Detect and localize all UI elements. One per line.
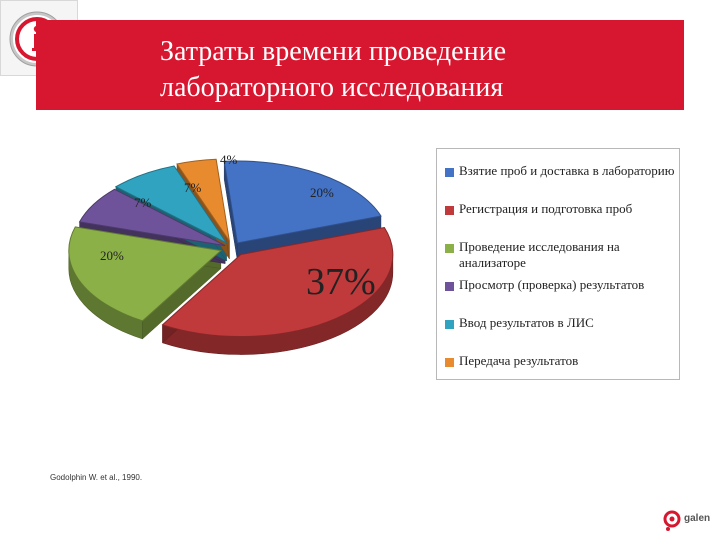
legend-label: Регистрация и подготовка проб — [459, 201, 633, 216]
pie-slice-label: 37% — [306, 261, 376, 303]
page-title-line-1: Затраты времени проведение — [160, 36, 506, 67]
pie-slice — [114, 165, 227, 244]
chart-legend: Взятие проб и доставка в лабораторию Реги… — [436, 148, 680, 380]
legend-swatch — [445, 168, 454, 177]
pie-slice-label: 7% — [184, 180, 202, 195]
legend-swatch — [445, 320, 454, 329]
galen-logo-text: galen — [684, 513, 711, 524]
galen-logo-icon — [663, 510, 681, 531]
pie-slice — [223, 160, 382, 244]
legend-label: Проведение исследования на анализаторе — [459, 239, 620, 270]
pie-slice-label: 20% — [100, 248, 124, 263]
legend-swatch — [445, 206, 454, 215]
pie-slice-label: 7% — [134, 195, 152, 210]
pie-slice — [68, 226, 222, 322]
pie-slice-label: 4% — [220, 152, 238, 167]
legend-label: Взятие проб и доставка в лабораторию — [459, 163, 675, 178]
pie-slice — [161, 226, 394, 338]
legend-label: Передача результатов — [459, 353, 579, 368]
citation: Godolphin W. et al., 1990. — [50, 473, 143, 482]
legend-label: Просмотр (проверка) результатов — [459, 277, 645, 292]
page-title-line-2: лабораторного исследования — [160, 72, 504, 103]
legend-swatch — [445, 282, 454, 291]
legend-label: Ввод результатов в ЛИС — [459, 315, 594, 330]
title-banner: Затраты времени проведение лабораторного… — [36, 20, 684, 110]
pie-slice — [78, 188, 226, 247]
legend-swatch — [445, 244, 454, 253]
pie-slice-label: 20% — [310, 185, 334, 200]
legend-swatch — [445, 358, 454, 367]
pie-slice — [176, 158, 230, 242]
